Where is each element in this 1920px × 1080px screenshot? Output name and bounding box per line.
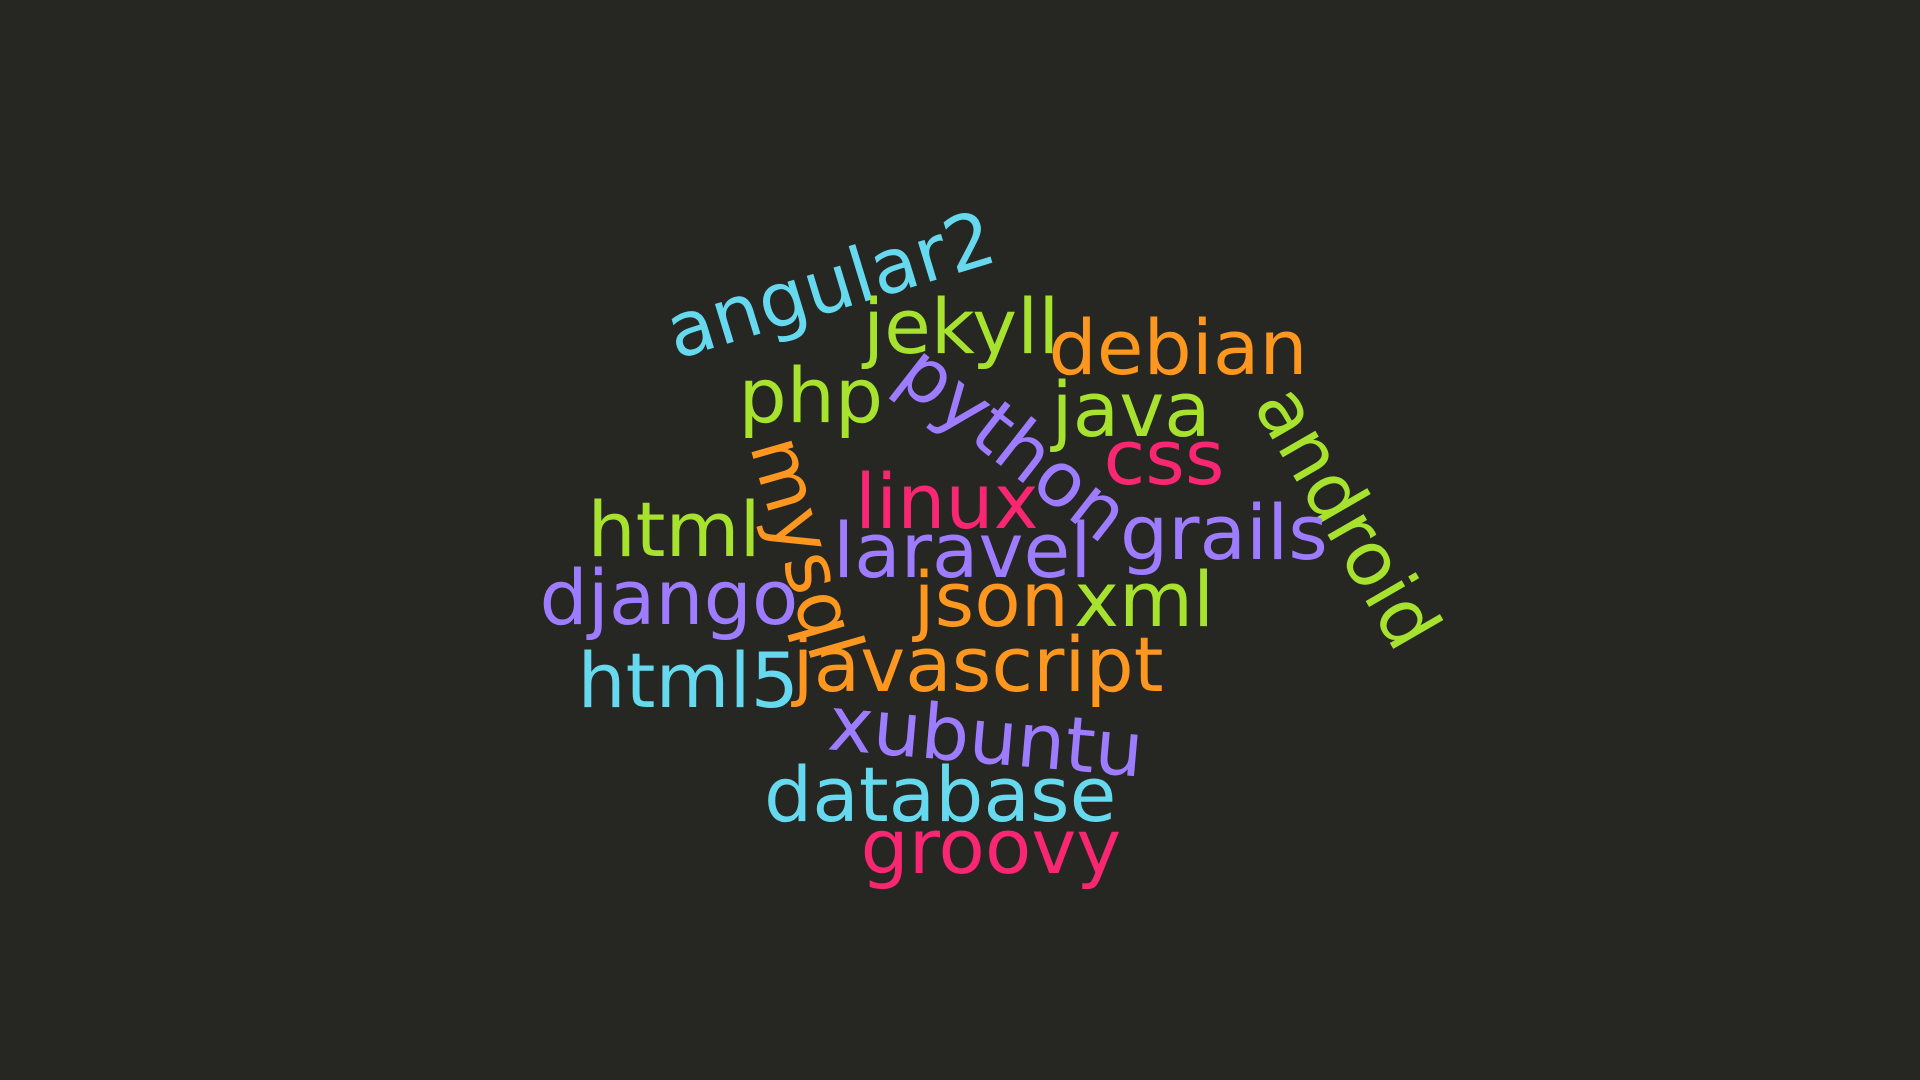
word-java[interactable]: java <box>1051 365 1211 454</box>
word-linux[interactable]: linux <box>855 457 1039 546</box>
word-html[interactable]: html <box>587 485 761 574</box>
word-database[interactable]: database <box>764 750 1117 839</box>
word-jekyll[interactable]: jekyll <box>863 282 1060 371</box>
word-html5[interactable]: html5 <box>577 636 799 725</box>
word-json[interactable]: json <box>913 555 1069 644</box>
word-xml[interactable]: xml <box>1074 555 1215 644</box>
word-groovy[interactable]: groovy <box>860 802 1122 891</box>
word-php[interactable]: php <box>738 351 884 440</box>
word-laravel[interactable]: laravel <box>833 506 1092 595</box>
word-css[interactable]: css <box>1103 413 1225 502</box>
word-django[interactable]: django <box>539 553 799 642</box>
word-javascript[interactable]: javascript <box>792 620 1164 709</box>
word-grails[interactable]: grails <box>1120 488 1328 577</box>
word-debian[interactable]: debian <box>1048 303 1308 392</box>
